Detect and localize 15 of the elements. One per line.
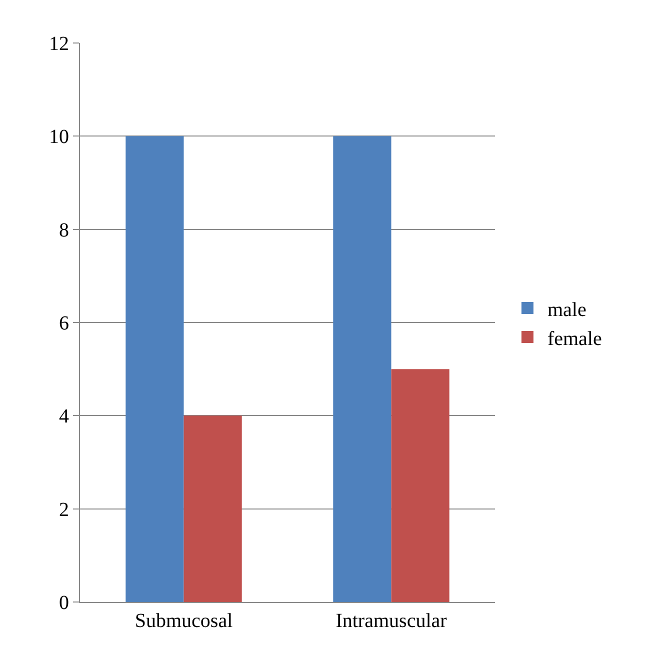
y-tick-label: 0 xyxy=(59,592,69,614)
y-tick-label: 4 xyxy=(59,406,69,428)
y-tick-label: 6 xyxy=(59,312,69,334)
legend-label: male xyxy=(547,298,586,321)
y-tick-label: 8 xyxy=(59,219,69,242)
x-tick-label: Intramuscular xyxy=(336,610,448,632)
legend-label: female xyxy=(547,328,602,350)
bar xyxy=(184,416,242,602)
x-tick-label: Submucosal xyxy=(134,610,234,632)
y-tick-label: 10 xyxy=(49,126,69,148)
bar xyxy=(126,136,184,602)
y-tick-label: 2 xyxy=(59,498,69,521)
bar xyxy=(391,369,450,602)
y-tick-label: 12 xyxy=(49,33,69,55)
bar xyxy=(333,136,392,602)
